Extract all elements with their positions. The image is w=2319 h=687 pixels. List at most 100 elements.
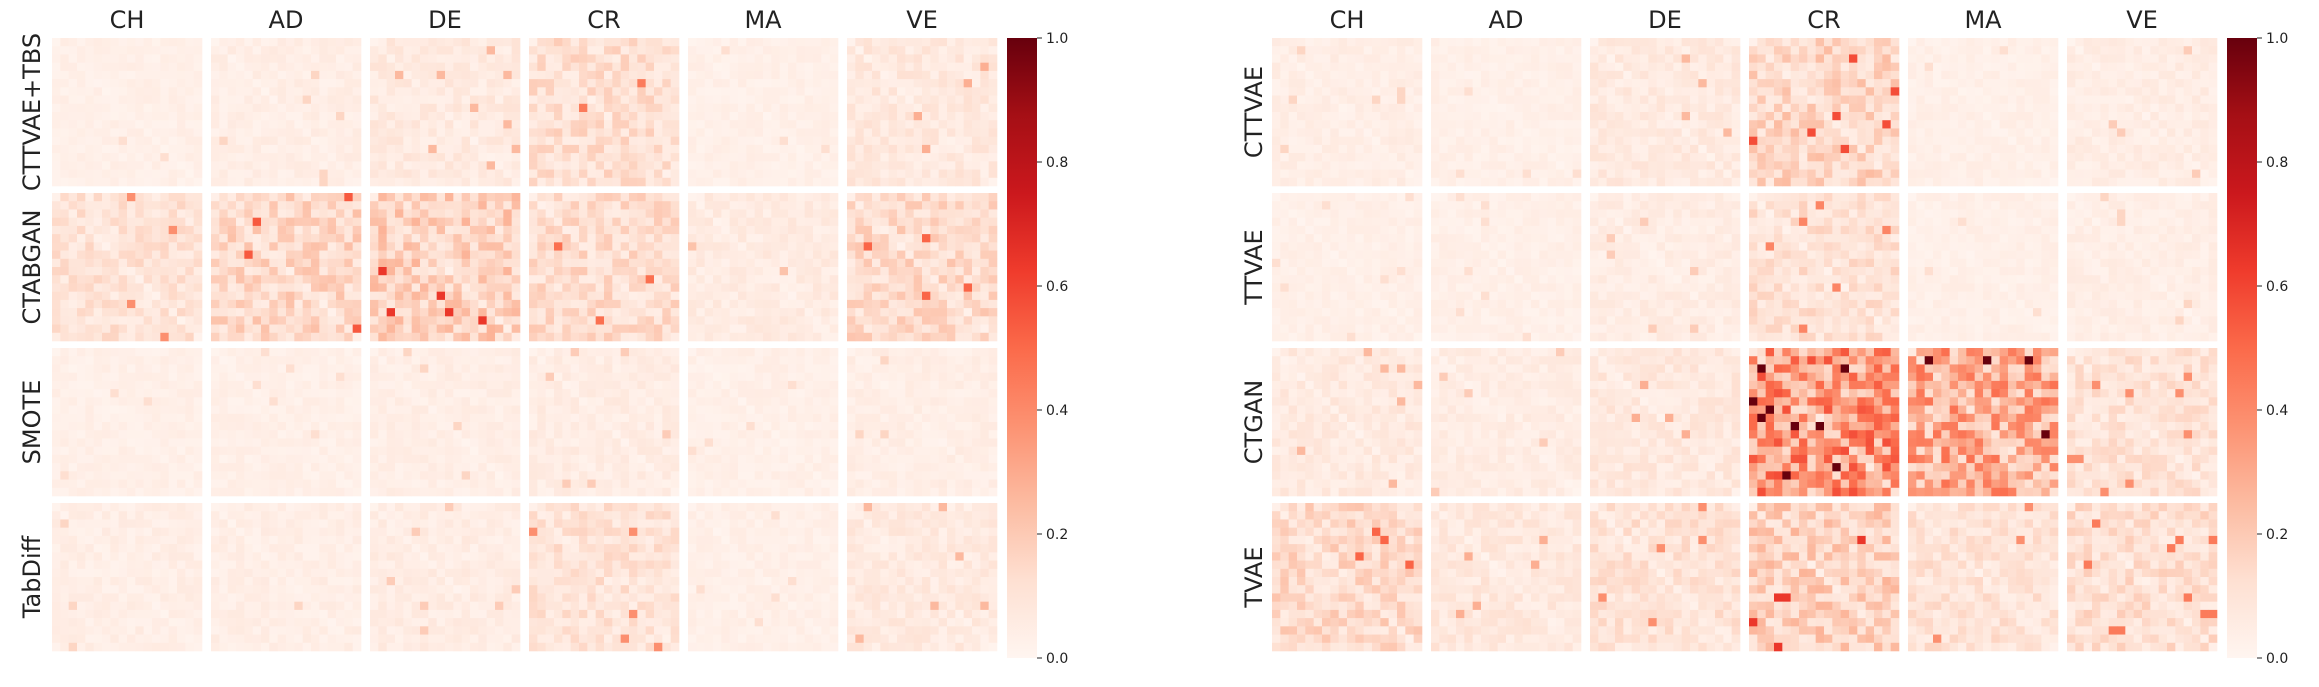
heatmap-pixel (470, 405, 479, 415)
heatmap-pixel (160, 446, 169, 456)
heatmap-pixel (411, 446, 421, 456)
heatmap-pixel (905, 54, 914, 63)
heatmap-pixel (930, 242, 939, 251)
heatmap-pixel (420, 144, 429, 154)
heatmap-pixel (486, 112, 496, 121)
heatmap-pixel (135, 169, 144, 179)
heatmap-pixel (654, 209, 663, 218)
heatmap-pixel (729, 70, 739, 80)
heatmap-pixel (68, 103, 78, 113)
heatmap-pixel (771, 144, 780, 154)
heatmap-pixel (244, 161, 253, 170)
heatmap-pixel (788, 308, 797, 317)
heatmap-pixel (102, 372, 111, 382)
heatmap-pixel (662, 136, 671, 146)
heatmap-pixel (754, 258, 764, 268)
heatmap-pixel (177, 79, 186, 88)
heatmap-pixel (395, 316, 404, 325)
heatmap-pixel (645, 87, 655, 96)
heatmap-pixel (729, 308, 739, 317)
heatmap-pixel (420, 479, 429, 489)
heatmap-pixel (453, 267, 462, 276)
heatmap-pixel (913, 283, 923, 292)
heatmap-pixel (788, 258, 797, 268)
heatmap-pixel (311, 356, 320, 365)
heatmap-pixel (352, 446, 362, 456)
heatmap-pixel (370, 225, 379, 235)
heatmap-pixel (143, 250, 153, 260)
heatmap-pixel (771, 258, 780, 268)
heatmap-pixel (821, 316, 830, 325)
heatmap-pixel (930, 79, 939, 88)
heatmap-pixel (135, 54, 144, 63)
heatmap-pixel (445, 144, 454, 154)
heatmap-pixel (277, 169, 287, 179)
heatmap-pixel (52, 471, 61, 480)
heatmap-pixel (386, 479, 396, 489)
heatmap-pixel (219, 405, 228, 415)
heatmap-pixel (529, 258, 538, 268)
heatmap-pixel (319, 250, 328, 260)
heatmap-pixel (236, 356, 245, 365)
heatmap-pixel (813, 324, 822, 334)
heatmap-pixel (453, 275, 462, 284)
heatmap-pixel (847, 161, 856, 170)
heatmap-pixel (654, 291, 663, 301)
heatmap-pixel (880, 291, 889, 301)
heatmap-pixel (453, 324, 462, 334)
heatmap-pixel (629, 161, 638, 170)
heatmap-pixel (988, 316, 998, 325)
heatmap-pixel (696, 79, 705, 88)
heatmap-pixel (872, 153, 881, 162)
heatmap-pixel (302, 324, 312, 334)
heatmap-pixel (947, 38, 956, 47)
heatmap-pixel (327, 201, 337, 210)
heatmap-pixel (620, 258, 630, 268)
heatmap-pixel (453, 299, 462, 309)
heatmap-pixel (386, 201, 396, 210)
heatmap-pixel (604, 38, 613, 47)
heatmap-pixel (570, 225, 580, 235)
heatmap-pixel (670, 54, 680, 63)
heatmap-pixel (763, 136, 772, 146)
heatmap-pixel (688, 242, 697, 251)
heatmap-pixel (319, 332, 328, 342)
heatmap-pixel (453, 161, 462, 170)
heatmap-pixel (127, 242, 136, 251)
heatmap-pixel (980, 161, 989, 170)
heatmap-pixel (370, 316, 379, 325)
heatmap-pixel (855, 250, 864, 260)
heatmap-pixel (938, 169, 948, 179)
heatmap-pixel (135, 316, 144, 325)
heatmap-pixel (236, 324, 245, 334)
heatmap-pixel (269, 95, 278, 105)
heatmap-pixel (562, 177, 571, 187)
heatmap-pixel (829, 95, 839, 105)
heatmap-pixel (185, 413, 194, 423)
heatmap-pixel (236, 413, 245, 423)
heatmap-pixel (60, 209, 69, 218)
heatmap-pixel (554, 62, 563, 72)
heatmap-pixel (696, 283, 705, 292)
heatmap-pixel (888, 283, 898, 292)
heatmap-pixel (319, 177, 328, 187)
heatmap-pixel (370, 95, 379, 105)
heatmap-pixel (77, 430, 86, 439)
heatmap-pixel (420, 446, 429, 456)
heatmap-pixel (696, 267, 705, 276)
heatmap-pixel (511, 87, 521, 96)
heatmap-pixel (420, 193, 429, 202)
heatmap-pixel (52, 316, 61, 325)
heatmap-pixel (922, 242, 931, 251)
heatmap-pixel (68, 422, 78, 431)
heatmap-pixel (344, 356, 353, 365)
heatmap-pixel (461, 103, 471, 113)
heatmap-pixel (135, 430, 144, 439)
heatmap-pixel (386, 446, 396, 456)
heatmap-pixel (796, 144, 805, 154)
heatmap-pixel (93, 112, 103, 121)
heatmap-pixel (152, 348, 161, 357)
heatmap-pixel (855, 217, 864, 227)
heatmap-pixel (93, 471, 103, 480)
heatmap-pixel (395, 128, 404, 137)
